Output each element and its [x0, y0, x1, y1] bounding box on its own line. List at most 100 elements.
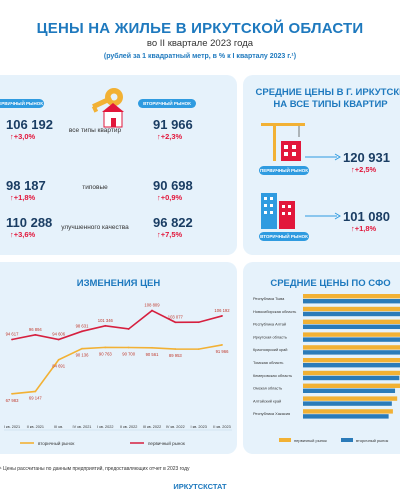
irkutsk-primary-change: ↑+2,5%: [351, 165, 377, 174]
data-point: [81, 347, 83, 350]
bar-secondary: [303, 388, 396, 393]
data-label: 98 631: [76, 323, 89, 328]
crane-building-icon: [261, 123, 305, 161]
secondary-all-value: 91 966: [153, 117, 193, 132]
legend-label: вторичный рынок: [38, 440, 74, 446]
bar-primary: [303, 396, 398, 401]
bar-primary: [303, 358, 400, 363]
category-typical: типовые: [82, 184, 108, 191]
irkutsk-panel: СРЕДНИЕ ЦЕНЫ В Г. ИРКУТСКЕ НА ВСЕ ТИПЫ К…: [243, 75, 400, 255]
irkutsk-title-line2: НА ВСЕ ТИПЫ КВАРТИР: [273, 99, 388, 110]
bar-secondary: [303, 311, 400, 317]
primary-all-change: ↑+3,0%: [10, 132, 36, 141]
x-tick-label: II кв. 2022: [120, 425, 137, 429]
data-label: 108 809: [144, 303, 160, 308]
x-tick-label: I кв. 2021: [4, 425, 20, 429]
x-tick-label: IV кв. 2021: [73, 425, 92, 429]
category-label: Республика Хакасия: [253, 411, 290, 416]
bar-secondary: [303, 363, 400, 368]
data-point: [57, 338, 60, 341]
arrow-right-icon: [305, 212, 341, 220]
series-line-secondary: [11, 344, 223, 395]
data-point: [127, 346, 130, 349]
category-label: Иркутская область: [253, 334, 287, 339]
sfo-panel: СРЕДНИЕ ЦЕНЫ ПО СФО Республика Тыва Новос…: [243, 262, 400, 454]
category-label: Новосибирская область: [253, 309, 296, 314]
data-point: [34, 390, 37, 393]
secondary-improved-value: 96 822: [153, 215, 193, 230]
category-label: Кемеровская область: [253, 373, 292, 378]
data-label: 69 147: [29, 395, 42, 400]
data-point: [151, 309, 153, 312]
category-label: Томская область: [253, 360, 283, 365]
data-point: [104, 324, 107, 327]
x-tick-label: I кв. 2022: [97, 425, 113, 429]
bar-secondary: [303, 324, 400, 329]
data-point: [197, 321, 200, 324]
markets-panel: ПЕРВИЧНЫЙ РЫНОК ВТОРИЧНЫЙ РЫНОК 106 192 …: [0, 75, 237, 255]
series-line-primary: [11, 309, 223, 341]
price-changes-panel: ИЗМЕНЕНИЯ ЦЕН 67 983 69 147 84 691 90 136 90…: [0, 262, 237, 454]
x-tick-label: IV кв. 2022: [166, 425, 185, 429]
apartment-buildings-icon: [261, 193, 295, 229]
data-point: [11, 392, 13, 395]
category-label: Республика Алтай: [253, 322, 286, 327]
secondary-improved-change: ↑+7,5%: [157, 230, 183, 239]
legend-label: первичный рынок: [294, 438, 327, 443]
x-tick-label: II кв. 2023: [213, 425, 230, 429]
data-point: [81, 330, 83, 333]
bar-secondary: [303, 375, 400, 381]
legend-swatch: [341, 438, 353, 442]
category-improved: улучшенного качества: [61, 224, 129, 231]
data-point: [57, 358, 60, 361]
secondary-market-badge: ВТОРИЧНЫЙ РЫНОК: [138, 99, 196, 108]
data-point: [221, 344, 223, 346]
source-label: ИРКУТСКСТАТ: [173, 482, 227, 491]
x-tick-label: III кв.: [54, 425, 63, 429]
data-label: 84 691: [52, 364, 65, 369]
price-line-chart: 67 983 69 147 84 691 90 136 90 763 90 700 90 5…: [4, 303, 232, 446]
secondary-typical-value: 90 698: [153, 178, 193, 193]
primary-improved-change: ↑+3,6%: [10, 230, 36, 239]
irkutsk-secondary-value: 101 080: [343, 209, 390, 224]
bar-primary: [303, 345, 400, 350]
category-label: Алтайский край: [253, 398, 281, 403]
bar-chart-title: СРЕДНИЕ ЦЕНЫ ПО СФО: [270, 278, 391, 289]
bar-secondary: [303, 299, 400, 304]
data-point: [174, 348, 177, 350]
x-tick-label: II кв. 2021: [27, 425, 44, 429]
bar-primary: [303, 370, 400, 376]
legend-label: вторичный рынок: [356, 438, 389, 443]
header: ЦЕНЫ НА ЖИЛЬЕ В ИРКУТСКОЙ ОБЛАСТИ во II …: [0, 0, 400, 78]
data-point: [197, 348, 200, 351]
bar-primary: [303, 409, 393, 414]
data-point: [11, 338, 13, 341]
category-all: все типы квартир: [68, 127, 122, 134]
data-label: 90 561: [146, 352, 159, 357]
bar-primary: [303, 306, 400, 312]
data-point: [34, 333, 37, 336]
primary-market-badge: ПЕРВИЧНЫЙ РЫНОК: [0, 99, 44, 108]
data-label: 96 894: [29, 327, 42, 332]
data-label: 106 192: [214, 308, 230, 313]
data-label: 89 953: [169, 353, 182, 358]
sfo-bar-chart: Республика Тыва Новосибирская область Респ…: [253, 294, 400, 443]
data-label: 90 763: [99, 351, 112, 356]
arrow-right-icon: [305, 153, 341, 161]
data-point: [221, 315, 223, 317]
category-label: Красноярский край: [253, 347, 287, 352]
bar-secondary: [303, 350, 400, 355]
irkutsk-primary-value: 120 931: [343, 150, 390, 165]
bar-secondary: [303, 401, 392, 406]
irkutsk-title-line1: СРЕДНИЕ ЦЕНЫ В Г. ИРКУТСКЕ: [255, 87, 400, 98]
bar-secondary: [303, 414, 389, 419]
data-label: 101 346: [98, 318, 114, 323]
bar-primary: [303, 383, 400, 388]
page-title: ЦЕНЫ НА ЖИЛЬЕ В ИРКУТСКОЙ ОБЛАСТИ: [36, 20, 364, 37]
data-label: 67 983: [6, 398, 19, 403]
category-label: Омская область: [253, 386, 282, 391]
primary-typical-change: ↑+1,8%: [10, 193, 36, 202]
data-label: 91 966: [216, 349, 229, 354]
data-label: 94 617: [6, 332, 19, 337]
data-point: [104, 346, 107, 349]
